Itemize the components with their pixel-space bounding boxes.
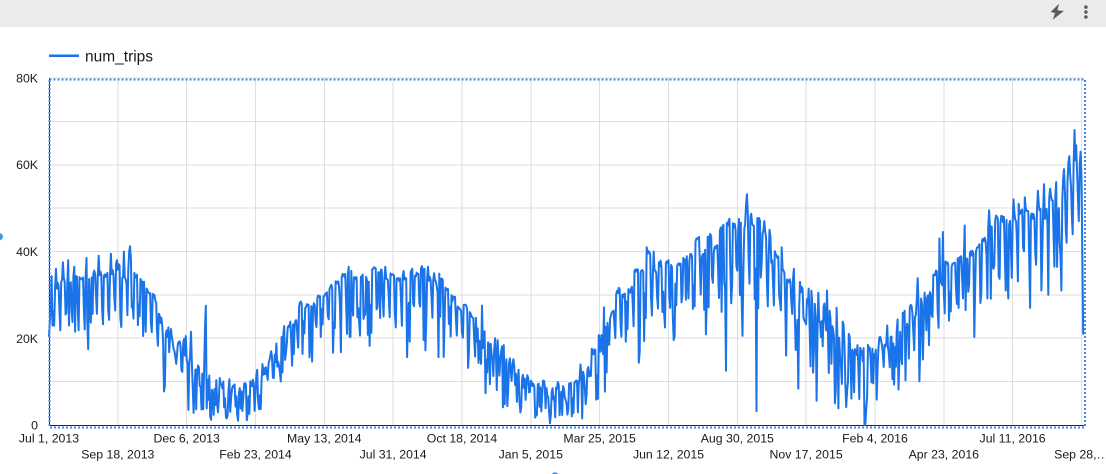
svg-text:Jul 31, 2014: Jul 31, 2014 — [360, 448, 427, 462]
svg-text:May 13, 2014: May 13, 2014 — [287, 432, 362, 446]
svg-text:Oct 18, 2014: Oct 18, 2014 — [427, 432, 498, 446]
svg-text:Aug 30, 2015: Aug 30, 2015 — [701, 432, 774, 446]
svg-text:Sep 18, 2013: Sep 18, 2013 — [81, 448, 154, 462]
svg-text:Jul 1, 2013: Jul 1, 2013 — [19, 432, 79, 446]
svg-text:Jun 12, 2015: Jun 12, 2015 — [633, 448, 704, 462]
svg-text:40K: 40K — [16, 245, 39, 259]
svg-text:60K: 60K — [16, 158, 39, 172]
svg-text:Feb 4, 2016: Feb 4, 2016 — [842, 432, 908, 446]
svg-text:Jan 5, 2015: Jan 5, 2015 — [499, 448, 563, 462]
svg-text:Jul 11, 2016: Jul 11, 2016 — [980, 432, 1046, 446]
svg-text:0: 0 — [31, 419, 38, 433]
svg-text:80K: 80K — [16, 72, 39, 86]
svg-text:Apr 23, 2016: Apr 23, 2016 — [909, 448, 980, 462]
svg-text:Mar 25, 2015: Mar 25, 2015 — [563, 432, 636, 446]
svg-text:Sep 28,…: Sep 28,… — [1054, 448, 1106, 462]
svg-text:num_trips: num_trips — [85, 49, 153, 66]
svg-text:Dec 6, 2013: Dec 6, 2013 — [154, 432, 220, 446]
svg-text:20K: 20K — [16, 332, 39, 346]
svg-text:Nov 17, 2015: Nov 17, 2015 — [770, 448, 843, 462]
svg-text:Feb 23, 2014: Feb 23, 2014 — [219, 448, 292, 462]
